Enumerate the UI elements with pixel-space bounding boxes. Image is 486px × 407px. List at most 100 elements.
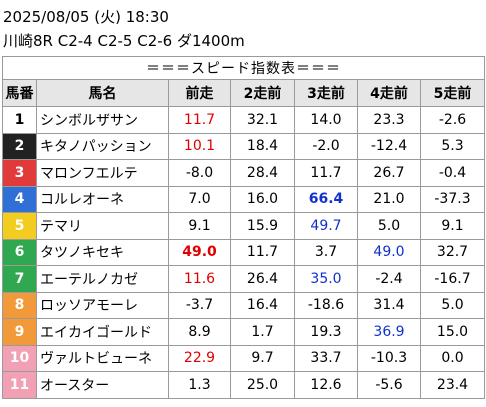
speed-index: 15.9: [230, 212, 295, 240]
horse-name: シンボルザサン: [36, 106, 169, 134]
speed-index: 1.3: [168, 371, 231, 399]
horse-row: 7 エーテルノカゼ 11.6 26.4 35.0 -2.4 -16.7: [2, 265, 485, 293]
horse-name: オースター: [36, 371, 169, 399]
speed-index: 14.0: [294, 106, 358, 134]
speed-index: 49.0: [357, 238, 421, 266]
speed-index: -2.6: [420, 106, 485, 134]
speed-index: -18.6: [294, 291, 358, 319]
speed-index: 49.0: [168, 238, 231, 266]
horse-number: 8: [2, 291, 37, 319]
horse-number: 2: [2, 132, 37, 160]
horse-row: 8 ロッソアモーレ -3.7 16.4 -18.6 31.4 5.0: [2, 291, 485, 319]
speed-index: 36.9: [357, 318, 421, 346]
horse-row: 11 オースター 1.3 25.0 12.6 -5.6 23.4: [2, 371, 485, 399]
speed-index: 9.1: [168, 212, 231, 240]
speed-index: 23.3: [357, 106, 421, 134]
horse-row: 1 シンボルザサン 11.7 32.1 14.0 23.3 -2.6: [2, 106, 485, 134]
speed-index: 0.0: [420, 344, 485, 372]
speed-index: 18.4: [230, 132, 295, 160]
speed-index: -2.0: [294, 132, 358, 160]
speed-index: 49.7: [294, 212, 358, 240]
speed-index: 9.1: [420, 212, 485, 240]
header-row: 馬番 馬名 前走 2走前 3走前 4走前 5走前: [2, 79, 485, 107]
speed-index: 25.0: [230, 371, 295, 399]
horse-row: 2 キタノパッション 10.1 18.4 -2.0 -12.4 5.3: [2, 132, 485, 160]
speed-index: 7.0: [168, 185, 231, 213]
horse-number: 3: [2, 159, 37, 187]
speed-index: -2.4: [357, 265, 421, 293]
speed-index: 11.7: [294, 159, 358, 187]
horse-number: 11: [2, 371, 37, 399]
speed-index: 5.0: [420, 291, 485, 319]
horse-name: マロンフエルテ: [36, 159, 169, 187]
horse-row: 3 マロンフエルテ -8.0 28.4 11.7 26.7 -0.4: [2, 159, 485, 187]
horse-number: 10: [2, 344, 37, 372]
horse-name: エイカイゴールド: [36, 318, 169, 346]
speed-index: 22.9: [168, 344, 231, 372]
speed-index: 5.0: [357, 212, 421, 240]
horse-number: 6: [2, 238, 37, 266]
title-row: ＝＝＝スピード指数表＝＝＝: [2, 56, 485, 80]
race-line: 川崎8R C2-4 C2-5 C2-6 ダ1400m: [3, 32, 245, 50]
speed-index: 15.0: [420, 318, 485, 346]
column-header: 馬名: [36, 79, 169, 107]
horse-name: エーテルノカゼ: [36, 265, 169, 293]
speed-index: 32.7: [420, 238, 485, 266]
speed-index: 16.0: [230, 185, 295, 213]
speed-index: 11.7: [230, 238, 295, 266]
horse-row: 10 ヴァルトビューネ 22.9 9.7 33.7 -10.3 0.0: [2, 344, 485, 372]
column-header: 4走前: [357, 79, 421, 107]
column-header: 3走前: [294, 79, 358, 107]
column-header: 馬番: [2, 79, 37, 107]
speed-index: 9.7: [230, 344, 295, 372]
table-title: ＝＝＝スピード指数表＝＝＝: [2, 56, 485, 80]
horse-name: ヴァルトビューネ: [36, 344, 169, 372]
column-header: 2走前: [230, 79, 295, 107]
speed-index: 31.4: [357, 291, 421, 319]
column-header: 5走前: [420, 79, 485, 107]
speed-index: 21.0: [357, 185, 421, 213]
speed-index: -5.6: [357, 371, 421, 399]
horse-name: キタノパッション: [36, 132, 169, 160]
speed-index: -37.3: [420, 185, 485, 213]
horse-number: 1: [2, 106, 37, 134]
column-header: 前走: [168, 79, 231, 107]
speed-index: 11.7: [168, 106, 231, 134]
speed-index: -3.7: [168, 291, 231, 319]
speed-index: 8.9: [168, 318, 231, 346]
horse-name: タツノキセキ: [36, 238, 169, 266]
horse-number: 4: [2, 185, 37, 213]
speed-index: 28.4: [230, 159, 295, 187]
speed-index: 1.7: [230, 318, 295, 346]
speed-index: -0.4: [420, 159, 485, 187]
horse-row: 9 エイカイゴールド 8.9 1.7 19.3 36.9 15.0: [2, 318, 485, 346]
speed-index: 23.4: [420, 371, 485, 399]
horse-row: 5 テマリ 9.1 15.9 49.7 5.0 9.1: [2, 212, 485, 240]
horse-name: テマリ: [36, 212, 169, 240]
horse-row: 4 コルレオーネ 7.0 16.0 66.4 21.0 -37.3: [2, 185, 485, 213]
speed-index: 5.3: [420, 132, 485, 160]
speed-index: -16.7: [420, 265, 485, 293]
speed-index: 26.4: [230, 265, 295, 293]
speed-index: 66.4: [294, 185, 358, 213]
speed-index: 12.6: [294, 371, 358, 399]
horse-row: 6 タツノキセキ 49.0 11.7 3.7 49.0 32.7: [2, 238, 485, 266]
speed-index: -10.3: [357, 344, 421, 372]
speed-index: 26.7: [357, 159, 421, 187]
horse-name: コルレオーネ: [36, 185, 169, 213]
speed-index: 16.4: [230, 291, 295, 319]
speed-index: 35.0: [294, 265, 358, 293]
date-line: 2025/08/05 (火) 18:30: [3, 8, 169, 26]
horse-number: 7: [2, 265, 37, 293]
speed-index: 11.6: [168, 265, 231, 293]
speed-index: -8.0: [168, 159, 231, 187]
speed-index: 32.1: [230, 106, 295, 134]
speed-index: 33.7: [294, 344, 358, 372]
horse-name: ロッソアモーレ: [36, 291, 169, 319]
speed-index: 10.1: [168, 132, 231, 160]
speed-index: 19.3: [294, 318, 358, 346]
speed-index: -12.4: [357, 132, 421, 160]
speed-table: ＝＝＝スピード指数表＝＝＝ 馬番 馬名 前走 2走前 3走前 4走前 5走前 1 シンボルザサン 1…: [2, 56, 485, 399]
horse-number: 5: [2, 212, 37, 240]
